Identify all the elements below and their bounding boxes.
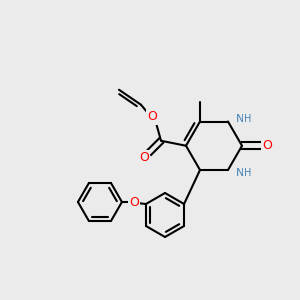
Text: H: H <box>244 168 251 178</box>
Text: O: O <box>129 196 139 208</box>
Text: O: O <box>139 151 149 164</box>
Text: N: N <box>236 168 244 178</box>
Text: O: O <box>262 139 272 152</box>
Text: O: O <box>147 110 157 123</box>
Text: N: N <box>236 113 244 124</box>
Text: H: H <box>244 113 251 124</box>
